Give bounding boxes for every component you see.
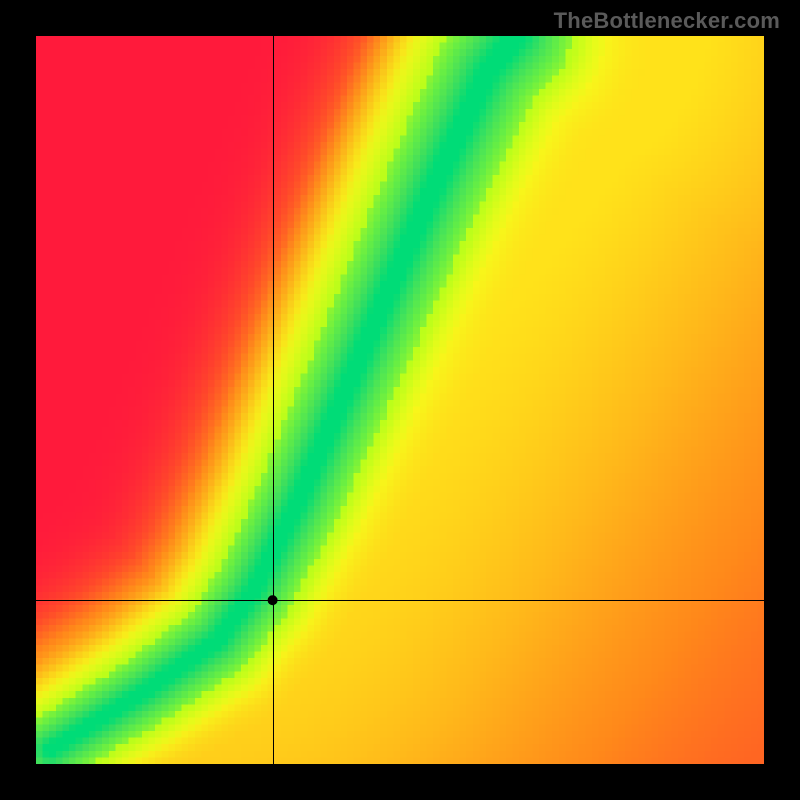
heatmap-plot <box>36 36 764 764</box>
crosshair-overlay <box>36 36 764 764</box>
watermark-text: TheBottlenecker.com <box>554 8 780 34</box>
